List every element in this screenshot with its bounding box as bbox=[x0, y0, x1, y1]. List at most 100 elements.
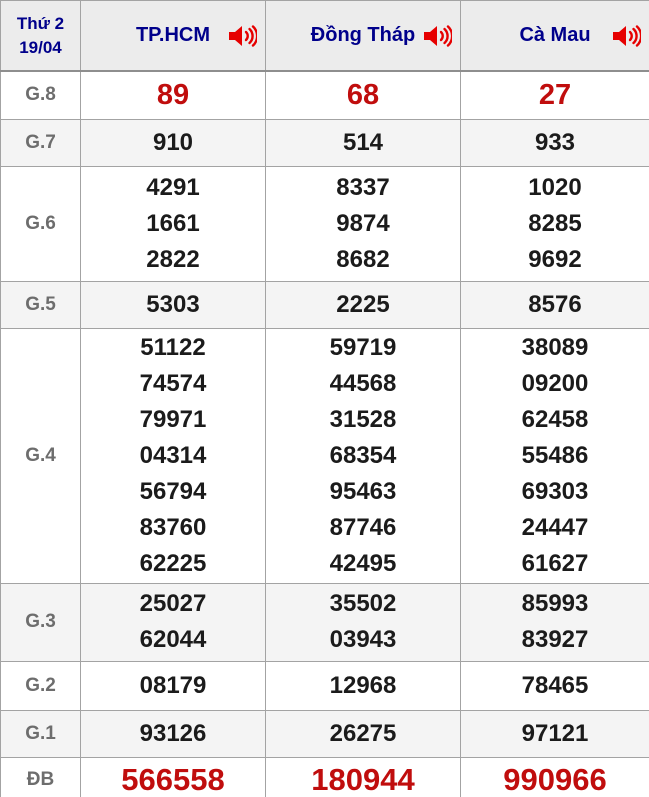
result-cell: 26275 bbox=[265, 709, 461, 758]
result-number: 4291 bbox=[146, 173, 200, 201]
prize-row-g6: G.6 4291 1661 2822 8337 9874 8682 1020 8285 9692 bbox=[0, 165, 649, 282]
prize-row-đb: ĐB 566558 180944 990966 bbox=[0, 756, 649, 797]
prize-label: G.6 bbox=[0, 165, 81, 282]
result-cell: 97121 bbox=[460, 709, 649, 758]
prize-label: ĐB bbox=[0, 756, 81, 797]
result-number: 12968 bbox=[329, 671, 397, 699]
column-header-dong-thap: Đồng Tháp bbox=[265, 0, 461, 72]
result-number: 8682 bbox=[336, 245, 390, 273]
result-number: 55486 bbox=[521, 441, 589, 469]
result-number: 910 bbox=[152, 128, 194, 156]
result-number: 97121 bbox=[521, 719, 589, 747]
result-number: 25027 bbox=[139, 590, 207, 617]
prize-label: G.7 bbox=[0, 118, 81, 167]
column-header-ca-mau: Cà Mau bbox=[460, 0, 649, 72]
result-number: 5303 bbox=[146, 290, 200, 318]
result-number: 68354 bbox=[329, 441, 397, 469]
result-cell: 93126 bbox=[80, 709, 266, 758]
result-number: 8285 bbox=[528, 209, 582, 237]
prize-row-g5: G.5 5303 2225 8576 bbox=[0, 280, 649, 329]
result-cell: 4291 1661 2822 bbox=[80, 165, 266, 282]
result-cell: 25027 62044 bbox=[80, 582, 266, 662]
result-cell: 78465 bbox=[460, 660, 649, 711]
result-cell: 12968 bbox=[265, 660, 461, 711]
result-number: 42495 bbox=[329, 549, 397, 577]
result-number: 62044 bbox=[139, 626, 207, 653]
prize-row-g4: G.4 51122 74574 79971 04314 56794 83760 62225 59… bbox=[0, 327, 649, 584]
result-cell: 180944 bbox=[265, 756, 461, 797]
result-number: 44568 bbox=[329, 369, 397, 397]
result-number: 03943 bbox=[329, 626, 397, 653]
result-number: 514 bbox=[342, 128, 384, 156]
result-number: 35502 bbox=[329, 590, 397, 617]
result-number: 8576 bbox=[528, 290, 582, 318]
speaker-icon[interactable] bbox=[611, 23, 643, 49]
result-cell: 89 bbox=[80, 70, 266, 120]
result-number: 62225 bbox=[139, 549, 207, 577]
result-number: 51122 bbox=[140, 333, 206, 361]
result-number: 62458 bbox=[521, 405, 589, 433]
result-number: 2822 bbox=[146, 245, 200, 273]
date-cell: Thứ 2 19/04 bbox=[0, 0, 81, 72]
result-number: 38089 bbox=[521, 333, 589, 361]
result-number: 9692 bbox=[528, 245, 582, 273]
result-number: 1661 bbox=[146, 209, 200, 237]
result-number: 26275 bbox=[329, 719, 397, 747]
result-cell: 5303 bbox=[80, 280, 266, 329]
result-number: 1020 bbox=[528, 173, 582, 201]
result-cell: 68 bbox=[265, 70, 461, 120]
result-number: 180944 bbox=[311, 761, 415, 797]
result-cell: 35502 03943 bbox=[265, 582, 461, 662]
result-number: 31528 bbox=[329, 405, 397, 433]
province-name: TP.HCM bbox=[135, 24, 211, 46]
prize-label: G.8 bbox=[0, 70, 81, 120]
result-cell: 910 bbox=[80, 118, 266, 167]
result-number: 04314 bbox=[139, 441, 207, 469]
result-number: 89 bbox=[156, 79, 190, 112]
result-cell: 2225 bbox=[265, 280, 461, 329]
speaker-icon[interactable] bbox=[422, 23, 454, 49]
result-cell: 8337 9874 8682 bbox=[265, 165, 461, 282]
column-header-tphcm: TP.HCM bbox=[80, 0, 266, 72]
result-number: 56794 bbox=[139, 477, 207, 505]
result-cell: 933 bbox=[460, 118, 649, 167]
result-number: 2225 bbox=[336, 290, 390, 318]
province-name: Cà Mau bbox=[519, 24, 591, 46]
result-number: 59719 bbox=[329, 333, 397, 361]
result-number: 933 bbox=[534, 128, 576, 156]
result-cell: 59719 44568 31528 68354 95463 87746 42495 bbox=[265, 327, 461, 584]
prize-label: G.2 bbox=[0, 660, 81, 711]
result-cell: 514 bbox=[265, 118, 461, 167]
header-row: Thứ 2 19/04 TP.HCM Đồng Tháp Cà Mau bbox=[0, 0, 649, 72]
result-number: 93126 bbox=[139, 719, 207, 747]
result-number: 79971 bbox=[139, 405, 207, 433]
speaker-icon[interactable] bbox=[227, 23, 259, 49]
prize-row-g1: G.1 93126 26275 97121 bbox=[0, 709, 649, 758]
result-number: 87746 bbox=[329, 513, 397, 541]
result-number: 990966 bbox=[503, 761, 607, 797]
prize-label: G.4 bbox=[0, 327, 81, 584]
prize-label: G.3 bbox=[0, 582, 81, 662]
result-number: 566558 bbox=[121, 761, 225, 797]
province-name: Đồng Tháp bbox=[310, 24, 416, 46]
result-number: 27 bbox=[538, 79, 572, 112]
result-number: 78465 bbox=[521, 671, 589, 699]
result-cell: 1020 8285 9692 bbox=[460, 165, 649, 282]
result-number: 74574 bbox=[139, 369, 207, 397]
result-cell: 08179 bbox=[80, 660, 266, 711]
result-number: 95463 bbox=[329, 477, 397, 505]
prize-row-g3: G.3 25027 62044 35502 03943 85993 83927 bbox=[0, 582, 649, 662]
result-number: 69303 bbox=[521, 477, 589, 505]
result-number: 61627 bbox=[521, 549, 589, 577]
result-cell: 566558 bbox=[80, 756, 266, 797]
result-cell: 990966 bbox=[460, 756, 649, 797]
result-cell: 8576 bbox=[460, 280, 649, 329]
prize-label: G.5 bbox=[0, 280, 81, 329]
result-number: 83927 bbox=[521, 626, 589, 653]
prize-label: G.1 bbox=[0, 709, 81, 758]
result-number: 85993 bbox=[521, 590, 589, 617]
result-cell: 38089 09200 62458 55486 69303 24447 61627 bbox=[460, 327, 649, 584]
result-number: 9874 bbox=[336, 209, 390, 237]
weekday-label: Thứ 2 bbox=[16, 13, 65, 33]
